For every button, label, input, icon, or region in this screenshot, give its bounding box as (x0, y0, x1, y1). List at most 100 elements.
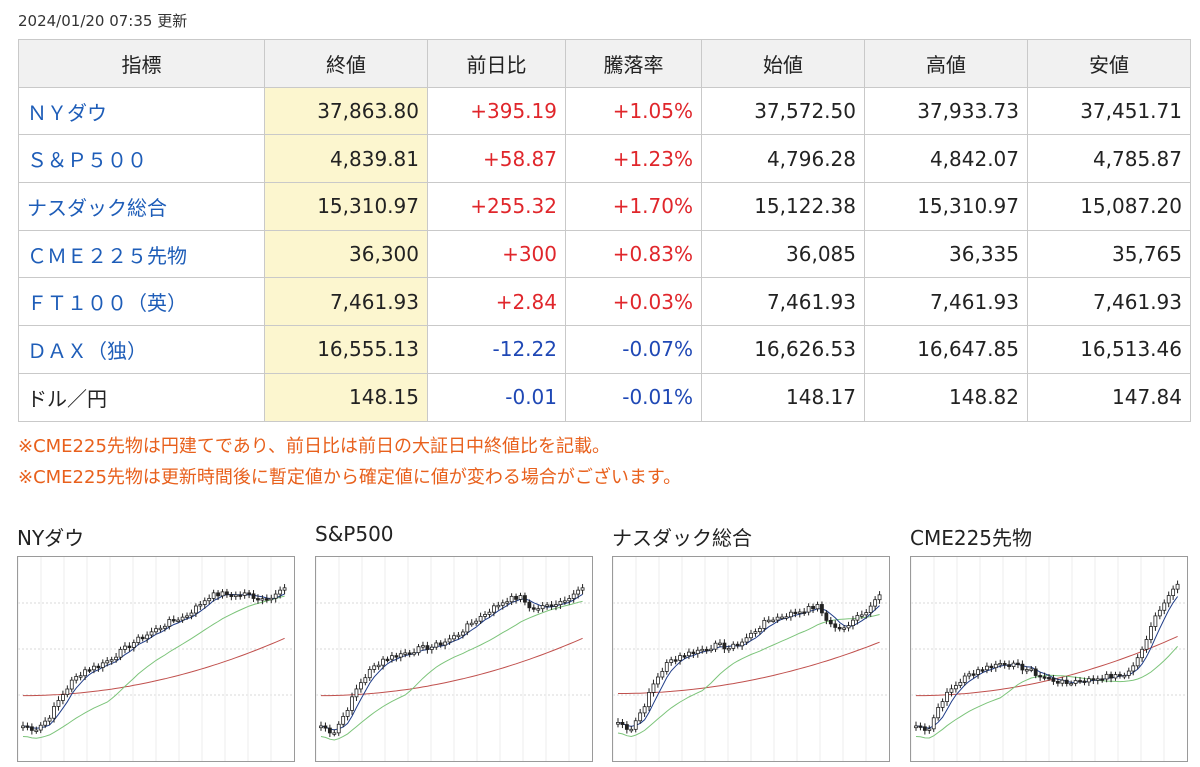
chart-nasdaq[interactable]: ナスダック総合 (612, 522, 890, 762)
candle-body (447, 638, 452, 643)
header-open: 始値 (701, 39, 865, 88)
chart-sp500[interactable]: S&P500 (315, 522, 593, 762)
candle-body (864, 612, 869, 616)
candle-body (83, 669, 87, 677)
moving-average-long-line (23, 637, 285, 697)
candle-body (749, 632, 753, 639)
candle-body (527, 601, 532, 609)
candle-body (149, 631, 154, 636)
candle-body (381, 658, 385, 666)
candle-body (140, 636, 145, 640)
candle-body (842, 627, 847, 630)
candle-body (1055, 680, 1060, 684)
change-value: +255.32 (427, 182, 566, 231)
indicator-name: ドル／円 (18, 372, 265, 422)
candle-body (242, 592, 247, 596)
open-value: 148.17 (701, 372, 865, 422)
candle-body (837, 627, 842, 630)
candle-body (127, 645, 132, 648)
candle-body (797, 611, 802, 614)
candle-body (452, 635, 456, 640)
candle-body (260, 598, 265, 601)
candle-body (474, 620, 479, 624)
open-value: 37,572.50 (701, 86, 865, 136)
candle-body (96, 665, 101, 669)
candle-body (273, 593, 278, 599)
candle-body (1069, 683, 1074, 686)
indicator-link[interactable]: ナスダック総合 (18, 182, 265, 231)
candle-body (1047, 677, 1051, 680)
candle-body (407, 652, 412, 655)
indicator-link[interactable]: ＤＡＸ（独） (18, 325, 265, 374)
candle-body (78, 675, 83, 678)
candle-body (465, 623, 470, 633)
indicator-link[interactable]: Ｓ＆Ｐ５００ (18, 134, 265, 184)
indicator-link[interactable]: ＦＴ１００（英） (18, 277, 265, 327)
indicator-link[interactable]: ＣＭＥ２２５先物 (18, 229, 265, 279)
candle-body (154, 628, 158, 633)
candle-body (638, 712, 643, 722)
change-rate-value: +1.70% (565, 182, 702, 231)
candle-body (642, 706, 647, 714)
candle-body (456, 634, 461, 638)
chart-frame[interactable] (612, 556, 890, 762)
candle-body (460, 631, 465, 636)
candle-body (820, 604, 824, 614)
indicator-link[interactable]: ＮＹダウ (18, 86, 265, 136)
candle-body (56, 700, 61, 707)
candle-body (278, 589, 283, 595)
high-value: 36,335 (864, 229, 1028, 279)
candle-body (220, 591, 225, 597)
candle-body (980, 669, 985, 672)
chart-cme225[interactable]: CME225先物 (910, 522, 1188, 762)
note-line: ※CME225先物は更新時間後に暫定値から確定値に値が変わる場合がございます。 (18, 467, 682, 488)
close-value: 37,863.80 (264, 86, 428, 136)
candle-body (229, 594, 234, 597)
candle-body (100, 662, 105, 668)
candle-body (766, 619, 771, 623)
candle-body (771, 619, 776, 622)
candle-body (620, 722, 625, 725)
candle-body (136, 636, 141, 643)
candle-body (1118, 674, 1122, 677)
low-value: 7,461.93 (1027, 277, 1191, 327)
candle-body (238, 594, 243, 597)
candle-body (131, 642, 136, 648)
header-indicator: 指標 (18, 39, 265, 88)
chart-frame[interactable] (17, 556, 295, 762)
candle-body (319, 725, 323, 729)
candle-body (118, 648, 123, 658)
candle-body (958, 681, 963, 686)
candle-body (788, 611, 793, 618)
chart-frame[interactable] (910, 556, 1188, 762)
candle-body (145, 634, 150, 640)
candle-body (350, 696, 354, 711)
candle-body (38, 724, 43, 731)
candle-body (34, 729, 39, 732)
candle-body (545, 604, 550, 607)
candle-body (1109, 673, 1113, 679)
candle-body (425, 645, 430, 650)
moving-average-short-line (617, 605, 880, 727)
candle-body (1060, 679, 1065, 684)
chart-nydow[interactable]: NYダウ (17, 522, 295, 762)
candle-body (775, 616, 780, 621)
moving-average-short-line (320, 593, 583, 731)
candle-body (793, 611, 798, 615)
candle-body (251, 593, 256, 599)
chart-title: NYダウ (17, 526, 85, 550)
change-value: +300 (427, 229, 566, 279)
candle-body (390, 655, 394, 660)
candle-body (269, 597, 274, 601)
candle-body (914, 725, 918, 729)
high-value: 7,461.93 (864, 277, 1028, 327)
table-row: ＮＹダウ 37,863.80 +395.19 +1.05% 37,572.50 37,93… (18, 86, 1191, 136)
open-value: 16,626.53 (701, 325, 865, 374)
close-value: 15,310.97 (264, 182, 428, 231)
chart-frame[interactable] (315, 556, 593, 762)
candlestick-chart (18, 557, 294, 761)
moving-average-mid-line (617, 614, 880, 738)
close-value: 4,839.81 (264, 134, 428, 184)
candle-body (211, 592, 216, 599)
candle-body (412, 652, 416, 655)
